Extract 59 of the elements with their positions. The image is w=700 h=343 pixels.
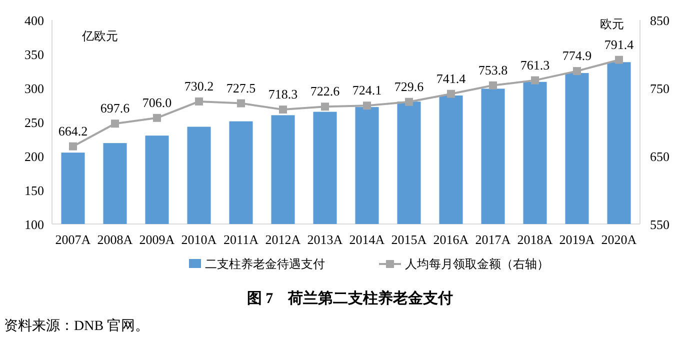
point xyxy=(531,76,539,84)
x-tick-label: 2018A xyxy=(517,232,554,247)
y-tick-label: 100 xyxy=(24,217,44,232)
data-label: 761.3 xyxy=(520,57,550,72)
data-label: 718.3 xyxy=(268,86,298,102)
data-label: 706.0 xyxy=(142,94,172,110)
y-tick-label: 150 xyxy=(24,183,44,198)
point xyxy=(237,99,245,108)
x-tick-label: 2012A xyxy=(265,232,302,247)
x-tick-label: 2015A xyxy=(391,232,428,247)
point xyxy=(69,142,77,150)
y-tick-label: 200 xyxy=(24,149,44,164)
point xyxy=(615,56,623,64)
data-label: 724.1 xyxy=(352,82,382,98)
legend-label: 二支柱养老金待遇支付 xyxy=(205,257,325,271)
x-tick-label: 2013A xyxy=(307,232,344,247)
x-tick-label: 2008A xyxy=(97,232,134,247)
data-label: 697.6 xyxy=(100,100,130,116)
data-label: 791.4 xyxy=(604,36,634,52)
x-tick-label: 2014A xyxy=(349,232,386,247)
data-label: 774.9 xyxy=(562,48,592,64)
y2-axis-title: 欧元 xyxy=(600,17,624,31)
x-tick-label: 2011A xyxy=(224,232,260,247)
data-label: 753.8 xyxy=(478,62,508,78)
x-tick-label: 2019A xyxy=(559,232,596,247)
data-label: 730.2 xyxy=(184,78,214,94)
point xyxy=(363,102,371,110)
y-tick-label: 350 xyxy=(24,47,44,62)
y2-tick-label: 650 xyxy=(650,149,670,164)
data-label: 664.2 xyxy=(58,123,88,138)
point xyxy=(111,120,119,128)
data-label: 722.6 xyxy=(310,84,340,99)
data-label: 729.6 xyxy=(394,78,424,94)
point xyxy=(573,67,581,76)
x-tick-label: 2016A xyxy=(433,232,470,247)
text: 图 7 荷兰第二支柱养老金支付 xyxy=(246,289,454,307)
text: 资料来源：DNB 官网。 xyxy=(4,318,150,334)
y2-tick-label: 550 xyxy=(650,217,670,232)
point xyxy=(489,81,497,90)
point xyxy=(321,102,329,111)
x-tick-label: 2007A xyxy=(55,232,92,247)
y-axis-title: 亿欧元 xyxy=(81,29,118,43)
point xyxy=(195,97,203,106)
x-tick-label: 2009A xyxy=(139,232,176,247)
point xyxy=(153,114,161,122)
point xyxy=(447,90,455,98)
point xyxy=(405,98,413,106)
y-tick-label: 300 xyxy=(24,81,44,96)
point xyxy=(279,106,287,114)
y-tick-label: 250 xyxy=(24,115,44,130)
x-tick-label: 2017A xyxy=(475,232,512,247)
data-label: 727.5 xyxy=(226,80,256,96)
legend-label: 人均每月领取金额（右轴） xyxy=(405,257,549,271)
x-tick-label: 2010A xyxy=(181,232,218,247)
y2-tick-label: 750 xyxy=(650,81,670,96)
x-tick-label: 2020A xyxy=(601,232,638,247)
y2-tick-label: 850 xyxy=(650,13,670,28)
y-tick-label: 400 xyxy=(24,13,44,28)
data-label: 741.4 xyxy=(436,70,466,86)
